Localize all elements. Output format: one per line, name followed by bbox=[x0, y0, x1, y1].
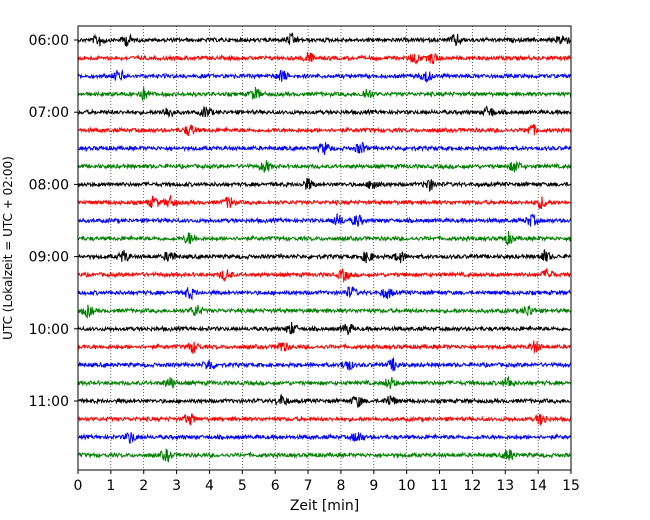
seismic-trace bbox=[77, 304, 572, 320]
x-axis-ticks: 0 1 2 3 4 5 6 7 8 9 10 11 12 13 14 15 bbox=[74, 470, 580, 494]
x-tick-label: 15 bbox=[562, 478, 580, 494]
x-tick-label: 8 bbox=[336, 478, 345, 494]
y-tick-label: 11:00 bbox=[29, 394, 69, 410]
x-tick-label: 2 bbox=[139, 478, 148, 494]
seismic-traces bbox=[77, 32, 572, 463]
seismic-trace bbox=[77, 105, 572, 118]
y-tick-label: 08:00 bbox=[29, 177, 69, 193]
seismic-trace bbox=[77, 268, 572, 284]
x-tick-label: 6 bbox=[271, 478, 280, 494]
seismic-trace bbox=[77, 142, 572, 156]
seismic-trace bbox=[77, 68, 572, 83]
seismic-trace bbox=[77, 160, 572, 173]
x-tick-label: 11 bbox=[431, 478, 449, 494]
plot-frame bbox=[77, 25, 572, 471]
seismic-trace bbox=[77, 448, 572, 463]
x-tick-label: 13 bbox=[496, 478, 514, 494]
seismic-trace bbox=[77, 195, 572, 209]
seismic-trace bbox=[77, 357, 572, 372]
seismic-trace bbox=[77, 213, 572, 227]
seismic-trace bbox=[77, 51, 572, 66]
seismic-trace bbox=[77, 432, 572, 445]
x-tick-label: 12 bbox=[463, 478, 481, 494]
seismic-trace bbox=[77, 248, 572, 264]
y-axis-ticks: 06:00 07:00 08:00 09:00 10:00 11:00 bbox=[29, 33, 78, 410]
seismic-trace bbox=[77, 340, 572, 354]
x-tick-label: 3 bbox=[172, 478, 181, 494]
seismic-trace bbox=[77, 32, 572, 47]
y-tick-label: 10:00 bbox=[29, 322, 69, 338]
y-tick-label: 07:00 bbox=[29, 105, 69, 121]
y-axis-title: UTC (Lokalzeit = UTC + 02:00) bbox=[1, 156, 15, 340]
x-axis-title: Zeit [min] bbox=[290, 498, 359, 514]
seismic-trace bbox=[77, 321, 572, 336]
y-tick-label: 09:00 bbox=[29, 250, 69, 266]
x-tick-label: 5 bbox=[238, 478, 247, 494]
x-tick-label: 4 bbox=[205, 478, 214, 494]
seismic-trace bbox=[77, 286, 572, 301]
seismic-trace bbox=[77, 394, 572, 409]
x-tick-label: 9 bbox=[369, 478, 378, 494]
x-tick-label: 0 bbox=[74, 478, 83, 494]
seismic-trace bbox=[77, 230, 572, 247]
seismic-trace bbox=[77, 123, 572, 137]
seismic-trace bbox=[77, 86, 572, 101]
x-tick-label: 10 bbox=[398, 478, 416, 494]
seismic-trace bbox=[77, 413, 572, 426]
seismic-trace bbox=[77, 375, 572, 390]
x-tick-label: 7 bbox=[304, 478, 313, 494]
y-tick-label: 06:00 bbox=[29, 33, 69, 49]
x-tick-label: 1 bbox=[106, 478, 115, 494]
grid-lines bbox=[110, 26, 539, 470]
x-tick-label: 14 bbox=[529, 478, 547, 494]
seismic-trace bbox=[77, 177, 572, 192]
